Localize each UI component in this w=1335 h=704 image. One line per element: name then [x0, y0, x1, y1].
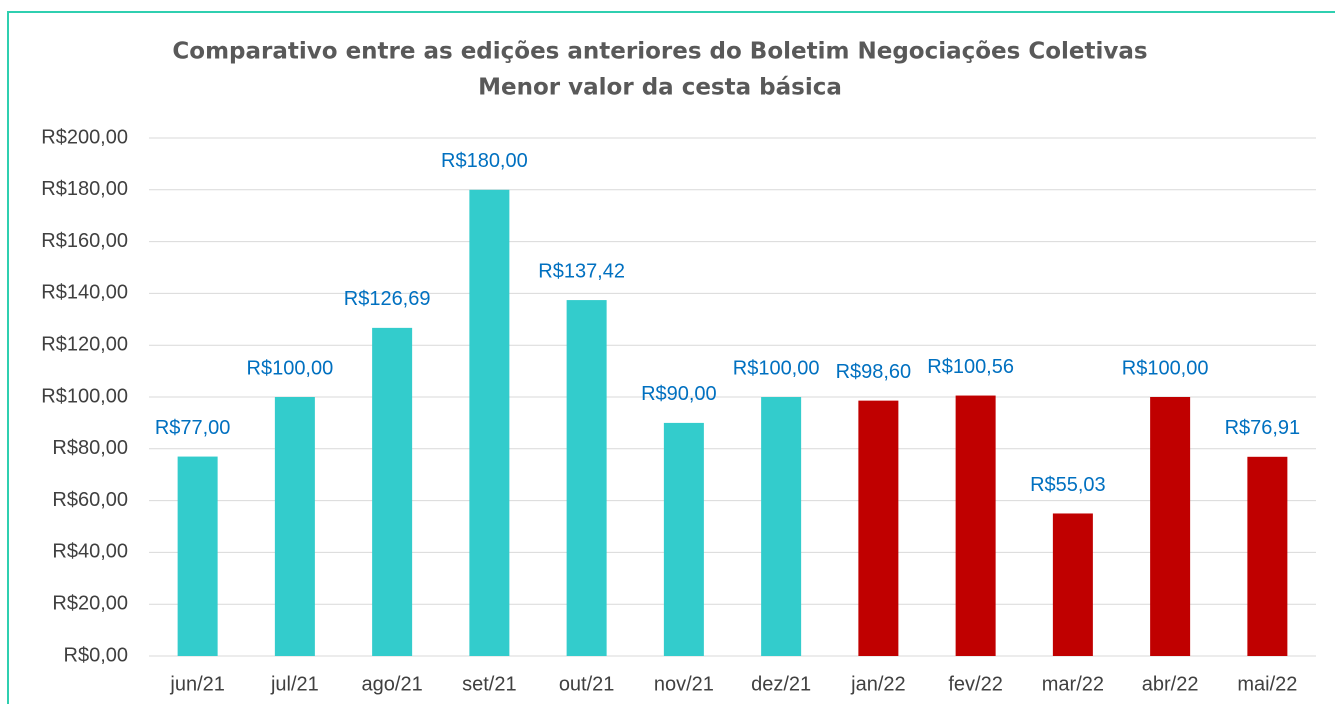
chart-border	[7, 11, 1335, 704]
bar	[274, 397, 315, 656]
value-label: R$126,69	[344, 288, 431, 310]
y-tick-label: R$160,00	[41, 230, 128, 252]
y-tick-label: R$20,00	[52, 592, 128, 614]
bar	[858, 400, 899, 656]
value-label: R$90,00	[641, 383, 717, 405]
chart-title: Comparativo entre as edições anteriores …	[172, 39, 1147, 65]
y-tick-label: R$60,00	[52, 489, 128, 511]
x-tick-label: mar/22	[1042, 673, 1104, 695]
y-tick-label: R$200,00	[41, 126, 128, 148]
x-tick-label: mai/22	[1237, 673, 1297, 695]
y-tick-label: R$140,00	[41, 282, 128, 304]
x-tick-label: fev/22	[948, 673, 1002, 695]
bar	[955, 395, 996, 656]
value-label: R$100,00	[733, 357, 820, 379]
bar	[566, 300, 607, 656]
bar	[372, 327, 413, 656]
x-tick-label: nov/21	[654, 673, 714, 695]
bar	[1247, 456, 1288, 656]
x-tick-label: out/21	[559, 673, 615, 695]
value-label: R$137,42	[538, 260, 625, 282]
chart-subtitle: Menor valor da cesta básica	[478, 75, 842, 101]
y-tick-label: R$0,00	[64, 644, 129, 666]
x-tick-label: jul/21	[270, 673, 319, 695]
y-tick-label: R$80,00	[52, 437, 128, 459]
bar	[1052, 513, 1093, 656]
x-tick-label: abr/22	[1142, 673, 1199, 695]
x-tick-label: jun/21	[169, 673, 225, 695]
bar	[1150, 397, 1191, 656]
value-label: R$100,56	[927, 356, 1014, 378]
y-tick-label: R$40,00	[52, 541, 128, 563]
y-tick-label: R$180,00	[41, 178, 128, 200]
value-label: R$100,00	[247, 357, 334, 379]
y-tick-label: R$120,00	[41, 333, 128, 355]
value-label: R$55,03	[1030, 474, 1106, 496]
y-tick-label: R$100,00	[41, 385, 128, 407]
value-label: R$98,60	[836, 361, 912, 383]
value-label: R$100,00	[1122, 357, 1209, 379]
value-label: R$76,91	[1225, 417, 1301, 439]
x-tick-label: dez/21	[751, 673, 811, 695]
value-label: R$77,00	[155, 417, 231, 439]
x-tick-label: ago/21	[362, 673, 423, 695]
bar	[761, 397, 802, 656]
x-tick-label: jan/22	[850, 673, 906, 695]
bar	[469, 189, 510, 657]
bar	[177, 456, 218, 656]
x-tick-label: set/21	[462, 673, 516, 695]
value-label: R$180,00	[441, 150, 528, 172]
bar	[663, 422, 704, 656]
